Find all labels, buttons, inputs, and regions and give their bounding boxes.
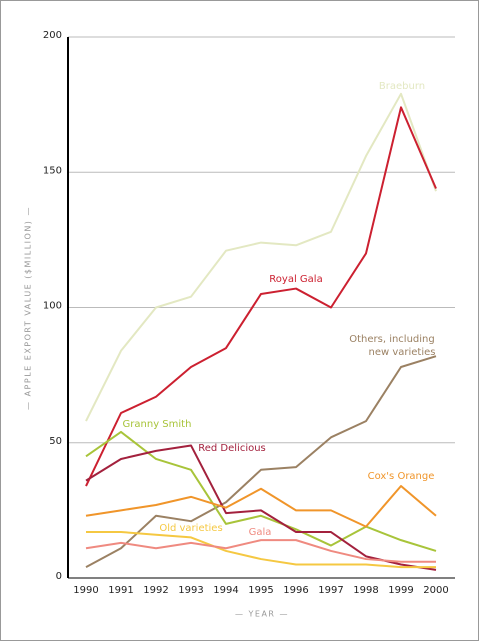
series-label: Granny Smith — [123, 419, 192, 430]
x-tick-label: 1998 — [353, 585, 378, 596]
y-tick-label: 50 — [49, 436, 62, 447]
x-tick-label: 1992 — [143, 585, 168, 596]
x-tick-label: 1996 — [283, 585, 308, 596]
x-tick-label: 2000 — [423, 585, 448, 596]
y-tick-label: 200 — [43, 30, 62, 41]
series-label: Gala — [249, 527, 272, 538]
series-line — [85, 430, 437, 552]
series-label: Red Delicious — [198, 443, 266, 454]
x-tick-label: 1993 — [178, 585, 203, 596]
series-line — [86, 531, 436, 569]
series-line — [85, 485, 437, 528]
series-label: Braeburn — [379, 81, 425, 92]
y-axis-title: — APPLE EXPORT VALUE ($MILLION) — — [24, 206, 33, 410]
x-tick-label: 1997 — [318, 585, 343, 596]
series-label: Cox's Orange — [368, 471, 435, 482]
x-tick-label: 1995 — [248, 585, 273, 596]
series-line — [85, 92, 437, 422]
series-label: Others, including new varieties — [349, 334, 435, 358]
series-line — [85, 355, 437, 569]
x-axis-title: — YEAR — — [235, 610, 289, 619]
series-line — [85, 106, 437, 487]
series-label: Royal Gala — [269, 274, 322, 285]
series-label: Old varieties — [159, 523, 222, 534]
x-tick-label: 1991 — [108, 585, 133, 596]
y-tick-label: 150 — [43, 165, 62, 176]
y-tick-label: 0 — [56, 571, 62, 582]
x-tick-label: 1999 — [388, 585, 413, 596]
x-tick-label: 1994 — [213, 585, 238, 596]
series-line — [85, 539, 436, 563]
y-tick-label: 100 — [43, 301, 62, 312]
x-tick-label: 1990 — [73, 585, 98, 596]
